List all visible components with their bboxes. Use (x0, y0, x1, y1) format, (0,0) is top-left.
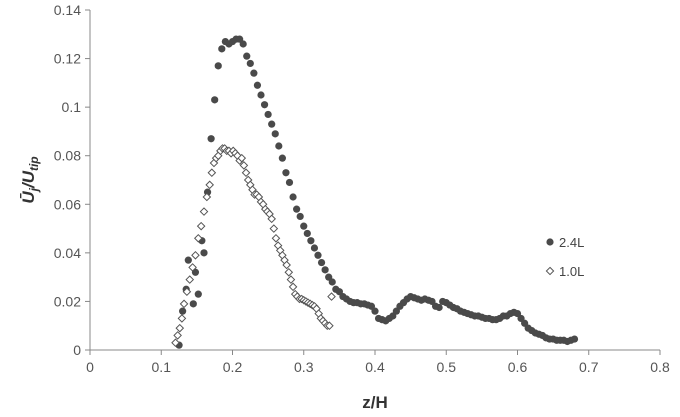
x-tick-label: 0.1 (152, 359, 172, 375)
data-point (303, 229, 311, 238)
data-point (243, 52, 251, 60)
data-point (275, 142, 283, 150)
series-1-0L (171, 144, 336, 348)
data-point (177, 314, 187, 323)
data-point (307, 237, 315, 245)
data-point (271, 130, 279, 138)
y-tick-label: 0 (73, 342, 81, 358)
y-axis-title-sub1: j (27, 187, 41, 193)
data-point (285, 178, 294, 187)
data-point (173, 331, 182, 340)
x-tick-label: 0.8 (650, 359, 670, 375)
data-point (325, 321, 334, 331)
legend: 2.4L 1.0L (545, 235, 584, 279)
data-point (184, 256, 192, 264)
data-point (267, 214, 276, 224)
y-axis-title-main: Ū (19, 191, 38, 204)
data-point (284, 267, 294, 277)
plot-area (90, 10, 660, 350)
data-point (200, 249, 208, 257)
data-point (218, 45, 226, 53)
x-tick-label: 0.7 (579, 359, 599, 375)
data-point (179, 307, 187, 315)
data-point (310, 244, 319, 252)
data-point (253, 81, 262, 89)
data-point (205, 180, 215, 190)
y-axis-title-sub2: tip (27, 156, 41, 171)
y-axis-ticks: 0 0.02 0.04 0.06 0.08 0.1 0.12 0.14 (54, 2, 90, 358)
data-point (246, 59, 254, 68)
data-point (185, 275, 195, 284)
data-point (282, 169, 290, 177)
data-point (570, 335, 579, 343)
x-tick-label: 0.6 (508, 359, 528, 375)
data-point (278, 154, 286, 162)
series-2-4L (175, 35, 579, 349)
data-point (260, 101, 269, 109)
y-tick-label: 0.12 (54, 51, 81, 67)
x-tick-label: 0.5 (437, 359, 457, 375)
data-point (199, 207, 209, 216)
data-point (196, 221, 206, 231)
y-tick-label: 0.04 (54, 245, 81, 261)
series-layer (171, 35, 579, 349)
y-tick-label: 0.08 (54, 148, 81, 164)
data-point (239, 161, 249, 170)
y-tick-label: 0.06 (54, 196, 81, 212)
legend-marker (545, 266, 555, 276)
data-point (268, 120, 276, 128)
data-point (193, 233, 203, 243)
data-point (314, 251, 322, 259)
data-point (191, 250, 200, 260)
data-point (171, 338, 180, 348)
legend-label: 2.4L (559, 235, 584, 250)
data-point (237, 153, 247, 163)
y-axis-title: Ūj/Utip (19, 156, 41, 203)
x-axis-ticks: 0 0.1 0.2 0.3 0.4 0.5 0.6 0.7 0.8 (86, 350, 670, 375)
legend-marker (546, 238, 554, 246)
data-point (269, 224, 279, 233)
data-point (250, 69, 258, 77)
y-axis-title-mid: /U (19, 170, 38, 189)
data-point (282, 260, 291, 270)
x-tick-label: 0.3 (294, 359, 314, 375)
data-point (296, 212, 304, 221)
data-point (300, 222, 308, 230)
x-tick-label: 0.2 (223, 359, 243, 375)
x-axis-title: z/H (362, 393, 388, 412)
data-point (207, 168, 217, 178)
data-point (371, 307, 379, 315)
data-point (202, 192, 212, 202)
x-tick-label: 0.4 (365, 359, 385, 375)
data-point (194, 290, 202, 298)
data-point (435, 303, 443, 312)
data-point (211, 96, 219, 104)
data-point (264, 110, 272, 119)
x-tick-label: 0 (86, 359, 94, 375)
data-point (239, 40, 247, 48)
y-tick-label: 0.1 (62, 99, 82, 115)
y-tick-label: 0.02 (54, 293, 81, 309)
data-point (286, 275, 296, 284)
data-point (214, 62, 222, 70)
data-point (257, 91, 265, 99)
data-point (182, 287, 192, 297)
data-point (321, 266, 329, 274)
data-point (207, 135, 215, 143)
y-tick-label: 0.14 (54, 2, 81, 18)
data-point (328, 278, 336, 286)
data-point (179, 299, 189, 309)
data-point (175, 323, 185, 333)
data-point (327, 292, 336, 301)
data-point (289, 193, 297, 201)
data-point (293, 205, 301, 213)
legend-label: 1.0L (559, 264, 584, 279)
data-point (189, 300, 197, 308)
data-point (288, 282, 298, 292)
data-point (317, 258, 326, 267)
data-point (271, 233, 281, 243)
data-point (188, 263, 197, 272)
data-point (241, 168, 251, 178)
